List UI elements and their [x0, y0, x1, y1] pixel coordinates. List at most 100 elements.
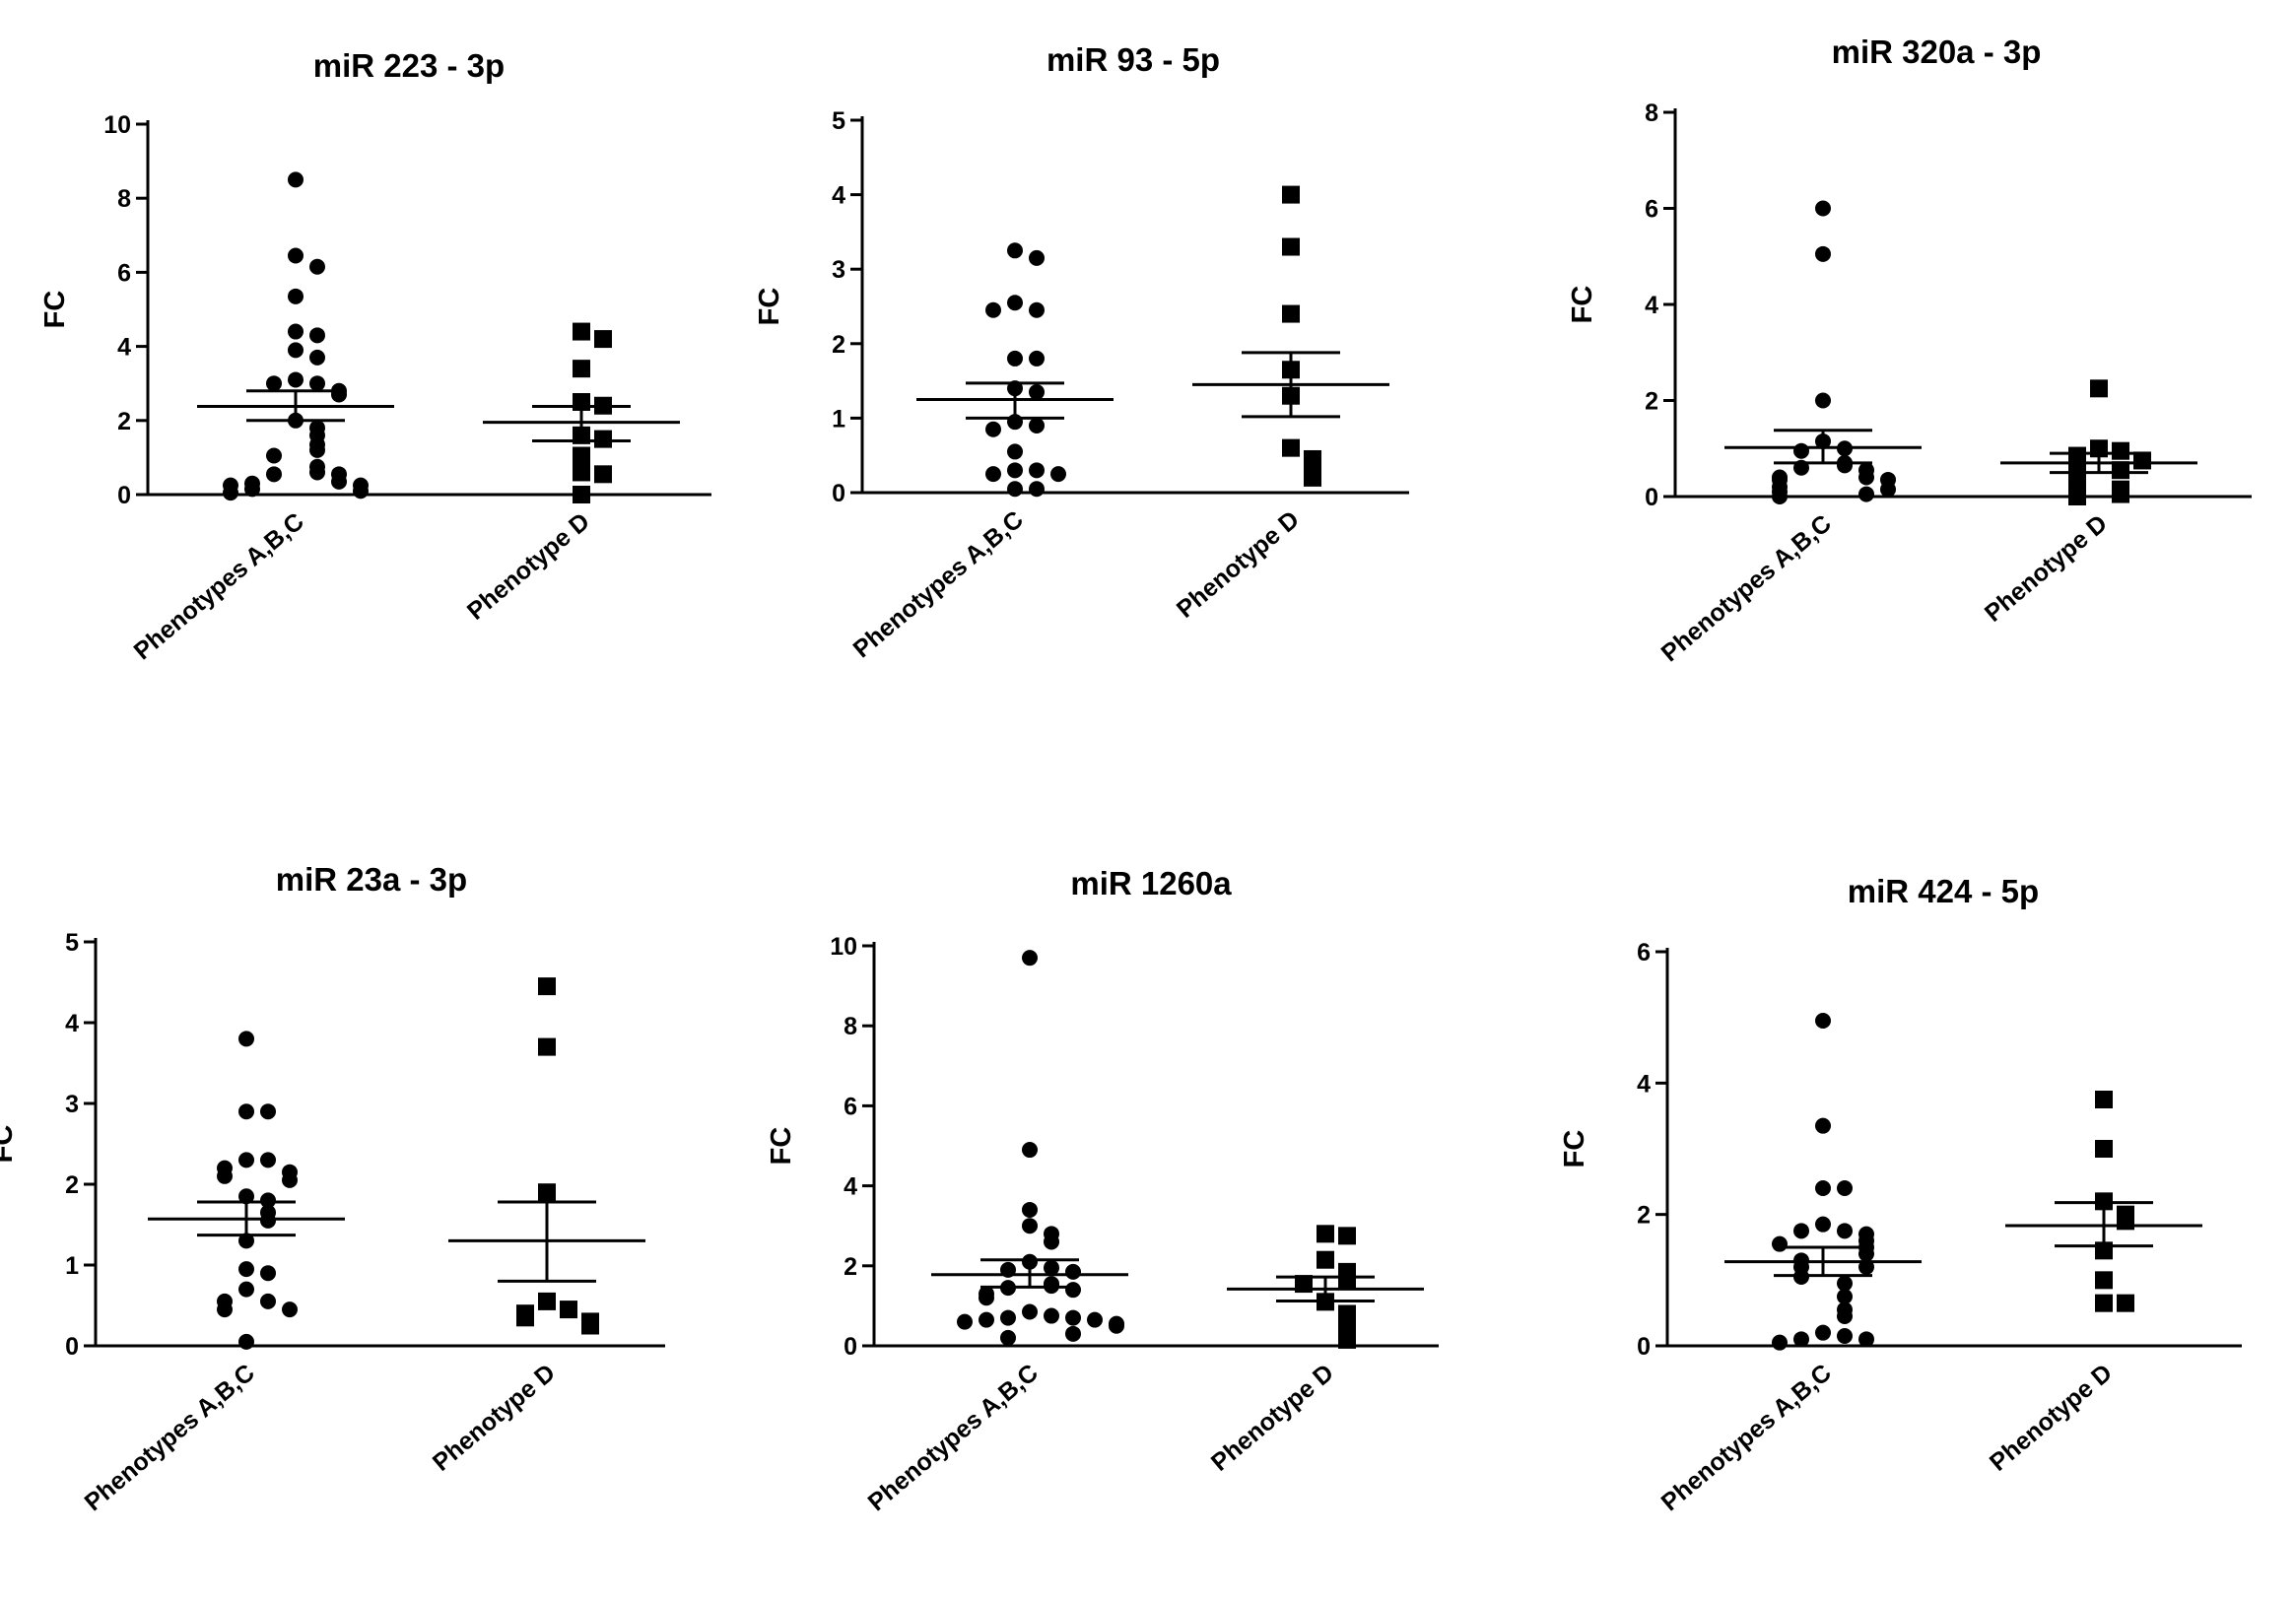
data-point-circle — [1029, 249, 1045, 266]
data-point-circle — [1815, 245, 1831, 262]
data-point-circle — [238, 1031, 254, 1047]
data-point-square — [2112, 461, 2129, 480]
data-point-circle — [331, 473, 347, 490]
chart-panel: miR 93 - 5p FC 0 1 2 3 4 5 Phenotypes A,B,C Pheno… — [754, 41, 1409, 663]
data-point-square — [573, 322, 590, 341]
x-category-label: Phenotype D — [1980, 509, 2113, 628]
data-point-square — [573, 446, 590, 465]
y-tick-label: 0 — [1645, 484, 1658, 511]
data-point-circle — [1815, 1013, 1831, 1029]
chart-title: miR 320a - 3p — [1832, 33, 2042, 70]
data-point-circle — [1044, 1259, 1059, 1276]
data-point-circle — [1029, 301, 1045, 318]
data-point-square — [2112, 485, 2129, 503]
y-tick-label: 2 — [117, 408, 131, 435]
data-point-circle — [266, 466, 282, 483]
data-point-circle — [985, 301, 1001, 318]
y-tick-label: 4 — [1637, 1070, 1651, 1098]
data-point-circle — [288, 171, 304, 188]
data-point-circle — [1007, 295, 1023, 311]
x-category-label: Phenotype D — [1206, 1359, 1339, 1477]
data-point-circle — [979, 1311, 994, 1328]
data-point-circle — [260, 1293, 276, 1309]
y-tick-label: 0 — [117, 482, 131, 509]
data-point-square — [2095, 1091, 2113, 1108]
data-point-square — [594, 330, 612, 349]
data-point-square — [2095, 1294, 2113, 1312]
data-point-circle — [238, 1261, 254, 1278]
data-point-square — [1317, 1225, 1334, 1243]
data-point-circle — [1858, 1331, 1874, 1348]
data-point-circle — [353, 483, 369, 500]
chart-title: miR 23a - 3p — [276, 861, 467, 898]
data-point-circle — [1772, 1235, 1788, 1252]
data-point-circle — [1815, 1117, 1831, 1134]
chart-panel: miR 1260a FC 0 2 4 6 8 10 Phenotypes A,B,C Phenot… — [766, 865, 1439, 1516]
data-point-square — [1282, 438, 1300, 457]
data-point-circle — [309, 327, 325, 344]
data-point-circle — [260, 1265, 276, 1282]
y-tick-label: 0 — [832, 480, 845, 507]
data-point-circle — [1022, 1303, 1038, 1320]
data-point-square — [594, 465, 612, 484]
data-point-circle — [1065, 1282, 1081, 1299]
data-point-circle — [260, 1152, 276, 1168]
x-category-label: Phenotypes A,B,C — [863, 1359, 1044, 1516]
data-point-circle — [957, 1313, 973, 1330]
y-tick-label: 5 — [832, 107, 845, 135]
y-tick-label: 6 — [1637, 939, 1651, 967]
y-tick-label: 8 — [1645, 100, 1658, 127]
data-point-square — [538, 1037, 556, 1056]
data-point-circle — [1029, 417, 1045, 434]
data-point-circle — [1837, 1289, 1853, 1304]
data-point-square — [538, 1292, 556, 1310]
y-tick-label: 1 — [832, 405, 845, 433]
data-point-square — [1282, 237, 1300, 256]
y-axis-label: FC — [766, 1127, 797, 1166]
data-point-circle — [1050, 466, 1066, 483]
data-point-square — [2068, 488, 2086, 505]
chart-title: miR 223 - 3p — [313, 47, 505, 84]
chart-panel: miR 223 - 3p FC 0 2 4 6 8 10 Phenotypes A,B,C Phe… — [39, 47, 711, 665]
data-point-circle — [238, 1281, 254, 1298]
data-point-circle — [1815, 200, 1831, 217]
data-point-circle — [1007, 350, 1023, 367]
y-tick-label: 6 — [117, 259, 131, 287]
y-tick-label: 4 — [1645, 292, 1658, 319]
data-point-circle — [1029, 462, 1045, 479]
y-axis-label: FC — [754, 288, 785, 326]
chart-panel: miR 23a - 3p FC 0 1 2 3 4 5 Phenotypes A,B,C Phen… — [0, 861, 665, 1516]
data-point-circle — [331, 386, 347, 403]
x-category-label: Phenotype D — [1172, 505, 1305, 624]
data-point-square — [1338, 1271, 1356, 1290]
y-tick-label: 10 — [830, 933, 857, 961]
data-point-circle — [1815, 1216, 1831, 1233]
data-point-circle — [1837, 1308, 1853, 1324]
y-tick-label: 4 — [844, 1173, 857, 1201]
data-point-square — [2068, 446, 2086, 465]
data-point-circle — [238, 1103, 254, 1120]
data-point-square — [538, 1183, 556, 1202]
chart-title: miR 1260a — [1070, 865, 1232, 901]
y-tick-label: 2 — [1637, 1202, 1651, 1230]
y-tick-label: 3 — [65, 1091, 79, 1118]
data-point-circle — [309, 441, 325, 458]
data-point-circle — [1087, 1311, 1103, 1328]
data-point-square — [2068, 470, 2086, 489]
data-point-circle — [1837, 1328, 1853, 1344]
data-point-circle — [1022, 1142, 1038, 1159]
data-point-circle — [309, 375, 325, 392]
data-point-circle — [1109, 1317, 1124, 1334]
data-point-square — [538, 977, 556, 996]
x-category-label: Phenotypes A,B,C — [80, 1359, 260, 1516]
y-tick-label: 2 — [832, 331, 845, 359]
data-point-circle — [260, 1192, 276, 1209]
data-point-square — [2090, 379, 2108, 398]
data-point-square — [516, 1308, 534, 1327]
y-tick-label: 4 — [117, 334, 131, 362]
data-point-circle — [1815, 1180, 1831, 1196]
data-point-square — [2095, 1140, 2113, 1158]
chart-title: miR 424 - 5p — [1848, 873, 2039, 909]
data-point-circle — [238, 1152, 254, 1168]
